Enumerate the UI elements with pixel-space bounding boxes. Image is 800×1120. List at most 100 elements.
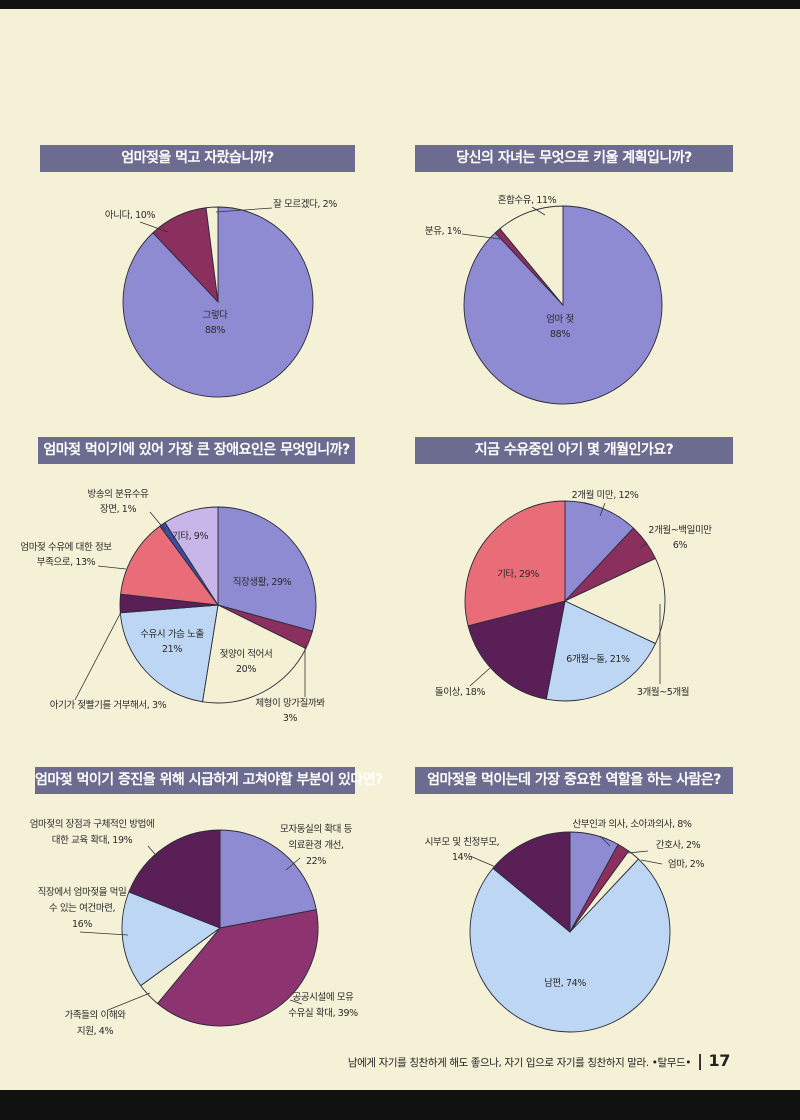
- leader-line: [97, 565, 127, 570]
- slice-label: 22%: [306, 856, 326, 867]
- slice-label: 분유, 1%: [425, 226, 462, 237]
- pie-chart-3: 직장생활, 29% 체형이 망가질까봐 3% 젖양이 적어서 20% 수유시 가슴 노출 2…: [20, 489, 325, 724]
- slice-label: 체형이 망가질까봐: [255, 697, 325, 709]
- slice-label: 2개월 미만, 12%: [572, 489, 639, 501]
- slice-label: 엄마 젖: [546, 313, 574, 325]
- pie-chart-2: 엄마 젖 88% 분유, 1% 혼합수유, 11%: [425, 194, 663, 405]
- slice-label: 88%: [550, 329, 570, 340]
- footer-quote: 남에게 자기를 칭찬하게 해도 좋으나, 자기 입으로 자기를 칭찬하지 말라.…: [347, 1057, 692, 1069]
- page-number: 17: [708, 1051, 731, 1070]
- leader-line: [639, 542, 648, 549]
- leader-line: [640, 859, 663, 865]
- pie-slice: [164, 506, 219, 607]
- scan-border-bottom: [0, 1090, 800, 1120]
- pie-chart-6: 산부인과 의사, 소아과의사, 8% 간호사, 2% 엄마, 2% 남편, 74% 시부…: [425, 819, 705, 1033]
- slice-label: 공공시설에 모유: [293, 992, 355, 1003]
- slice-label: 산부인과 의사, 소아과의사, 8%: [572, 819, 691, 830]
- slice-label: 방송의 분유수유: [88, 489, 150, 500]
- leader-line: [74, 611, 122, 701]
- pie-slice: [463, 205, 663, 405]
- pie-slice: [467, 600, 566, 700]
- pie-slice: [119, 604, 219, 703]
- leader-line: [147, 845, 161, 861]
- slice-label: 6개월~돌, 21%: [566, 653, 630, 665]
- slice-label: 3%: [283, 713, 298, 724]
- leader-line: [531, 206, 546, 216]
- slice-label: 기타, 9%: [172, 531, 209, 542]
- chart-6-title: 엄마젖을 먹이는데 가장 중요한 역할을 하는 사람은?: [415, 767, 733, 794]
- leader-line: [599, 835, 611, 847]
- slice-label: 부족으로, 13%: [37, 557, 96, 568]
- slice-label: 간호사, 2%: [656, 840, 701, 851]
- slice-label: 그렇다: [202, 310, 228, 321]
- pie-slice: [545, 600, 657, 702]
- slice-label: 수 있는 여건마련,: [49, 902, 116, 914]
- slice-label: 대한 교육 확대, 19%: [52, 834, 133, 846]
- pie-slice: [205, 206, 219, 303]
- slice-label: 아기가 젖빨기를 거부해서, 3%: [50, 699, 167, 711]
- pie-chart-4: 2개월 미만, 12% 2개월~백일미만 6% 3개월~5개월 6개월~돌, 21% 돌이…: [435, 489, 713, 702]
- slice-label: 수유실 확대, 39%: [288, 1007, 358, 1019]
- leader-line: [469, 855, 499, 869]
- slice-label: 직장에서 엄마젖을 먹일: [38, 886, 127, 898]
- slice-label: 직장생활, 29%: [233, 576, 292, 588]
- slice-label: 장면, 1%: [100, 504, 137, 515]
- slice-label: 모자동실의 확대 등: [280, 823, 353, 835]
- pie-chart-1: 그렇다 88% 아니다, 10% 잘 모르겠다, 2%: [105, 198, 338, 398]
- slice-label: 88%: [205, 325, 225, 336]
- slice-label: 21%: [162, 644, 182, 655]
- pie-slice: [156, 909, 319, 1027]
- slice-label: 엄마젖 수유에 대한 정보: [20, 541, 112, 553]
- pie-slice: [219, 829, 317, 929]
- pie-slice: [202, 604, 307, 704]
- slice-label: 14%: [452, 852, 472, 863]
- chart-5-title: 엄마젖 먹이기 증진을 위해 시급하게 고쳐야할 부분이 있다면?: [35, 767, 383, 794]
- pie-slice: [121, 891, 221, 987]
- footer: 남에게 자기를 칭찬하게 해도 좋으나, 자기 입으로 자기를 칭찬하지 말라.…: [300, 1051, 731, 1070]
- pie-slice: [564, 500, 635, 603]
- pie-slice: [120, 525, 219, 606]
- slice-label: 가족들의 이해와: [65, 1009, 127, 1021]
- footer-separator: |: [697, 1051, 703, 1070]
- leader-line: [285, 857, 301, 871]
- slice-label: 6%: [673, 540, 688, 551]
- slice-label: 수유시 가슴 노출: [140, 629, 204, 640]
- leader-line: [461, 233, 501, 240]
- slice-label: 엄마, 2%: [668, 858, 705, 870]
- slice-label: 남편, 74%: [544, 977, 586, 989]
- leader-line: [599, 502, 606, 517]
- slice-label: 잘 모르겠다, 2%: [273, 198, 337, 210]
- leader-line: [107, 992, 151, 1011]
- slice-label: 젖양이 적어서: [220, 648, 273, 660]
- leader-line: [139, 221, 169, 233]
- chart-2-title: 당신의 자녀는 무엇으로 키울 계획입니까?: [415, 145, 733, 172]
- leader-line: [215, 207, 273, 213]
- slice-label: 3개월~5개월: [637, 686, 689, 698]
- pie-slice: [563, 557, 666, 645]
- pie-slice: [469, 858, 671, 1033]
- pie-slice: [128, 829, 221, 929]
- leader-line: [469, 667, 491, 687]
- leader-line: [149, 511, 166, 531]
- chart-3-title: 엄마젖 먹이기에 있어 가장 큰 장애요인은 무엇입니까?: [38, 437, 355, 464]
- pie-slice: [464, 500, 566, 627]
- leader-line: [79, 931, 129, 936]
- chart-1-title: 엄마젖을 먹고 자랐습니까?: [40, 145, 355, 172]
- slice-label: 엄마젖의 장점과 구체적인 방법에: [30, 818, 155, 830]
- leader-line: [289, 999, 303, 1005]
- slice-label: 2개월~백일미만: [648, 524, 712, 536]
- slice-label: 지원, 4%: [77, 1026, 114, 1037]
- chart-4-title: 지금 수유중인 아기 몇 개월인가요?: [415, 437, 733, 464]
- slice-label: 돌이상, 18%: [435, 687, 486, 698]
- slice-label: 의료환경 개선,: [288, 839, 344, 851]
- pie-slice: [217, 506, 317, 632]
- scan-border-top: [0, 0, 800, 9]
- leader-line: [627, 850, 649, 854]
- pie-slice: [492, 831, 571, 933]
- slice-label: 혼합수유, 11%: [498, 194, 557, 206]
- slice-label: 아니다, 10%: [105, 210, 156, 221]
- slice-label: 시부모 및 친정부모,: [425, 836, 500, 848]
- slice-label: 16%: [72, 919, 92, 930]
- slice-label: 20%: [236, 664, 256, 675]
